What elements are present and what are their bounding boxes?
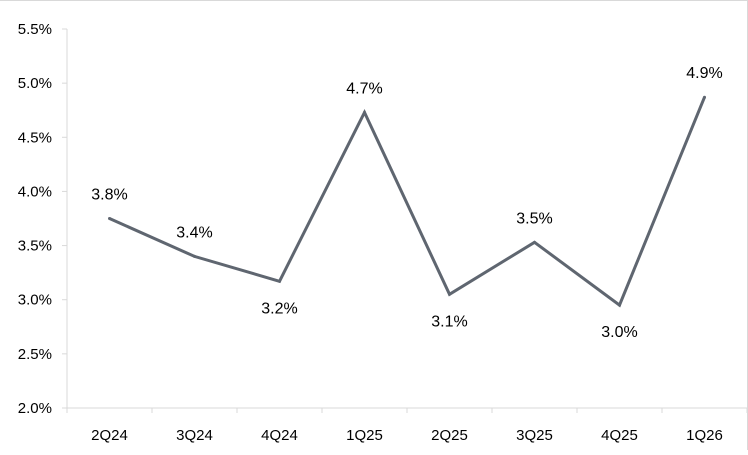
x-tick-label: 2Q24	[91, 427, 128, 444]
data-point	[278, 279, 281, 283]
data-labels: 3.8% 3.4% 3.2% 4.7% 3.1% 3.5% 3.0% 4.9%	[91, 65, 722, 341]
data-point	[108, 217, 111, 220]
y-tick-label: 5.5%	[18, 21, 52, 38]
y-tick-label: 2.0%	[18, 400, 52, 417]
data-point	[703, 95, 706, 99]
x-tick-label: 4Q24	[261, 427, 298, 444]
data-label: 3.2%	[261, 300, 297, 317]
y-tick-label: 3.0%	[18, 292, 52, 309]
data-point	[193, 254, 196, 258]
y-axis: 2.0% 2.5% 3.0% 3.5% 4.0% 4.5% 5.0% 5.5%	[18, 21, 68, 417]
series-polyline	[108, 96, 706, 308]
y-tick-label: 5.0%	[18, 75, 52, 92]
x-tick-label: 1Q25	[346, 427, 383, 444]
data-label: 3.4%	[176, 224, 212, 241]
y-tick-label: 3.5%	[18, 238, 52, 255]
x-tick-label: 3Q24	[176, 427, 213, 444]
data-label: 4.9%	[686, 65, 722, 82]
x-tick-label: 4Q25	[601, 427, 638, 444]
data-label: 3.1%	[431, 313, 467, 330]
data-point	[533, 240, 536, 244]
data-label: 3.8%	[91, 187, 127, 204]
data-label: 4.7%	[346, 80, 382, 97]
y-tick-label: 4.0%	[18, 183, 52, 200]
data-point	[618, 303, 621, 307]
x-tick-label: 3Q25	[516, 427, 553, 444]
data-point	[448, 292, 451, 296]
x-tick-label: 2Q25	[431, 427, 468, 444]
data-point	[363, 110, 366, 114]
x-axis: 2Q24 3Q24 4Q24 1Q25 2Q25 3Q25 4Q25 1Q26	[66, 407, 748, 444]
y-tick-label: 4.5%	[18, 129, 52, 146]
y-tick-label: 2.5%	[18, 346, 52, 363]
x-tick-label: 1Q26	[686, 427, 723, 444]
data-label: 3.0%	[601, 324, 637, 341]
series-line	[108, 95, 706, 308]
data-label: 3.5%	[516, 210, 552, 227]
